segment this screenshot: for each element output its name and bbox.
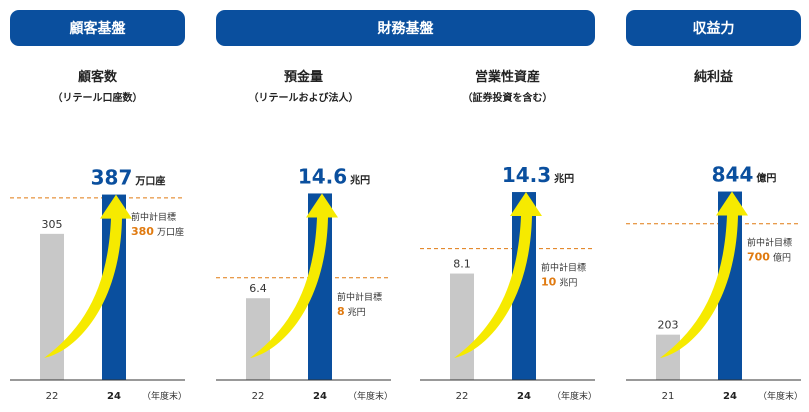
unit-label: 億円 xyxy=(756,172,776,185)
growth-arrow xyxy=(660,191,748,358)
target-value: 8 兆円 xyxy=(337,305,366,318)
chart-title: 営業性資産 xyxy=(474,70,540,85)
panel-net-income: 純利益 203 844 億円前中計目標 700 億円 21 24 （年度末） xyxy=(626,0,803,408)
value-label: 305 xyxy=(42,218,63,231)
target-label: 前中計目標 xyxy=(541,262,586,274)
year-end-label: （年度末） xyxy=(758,390,801,402)
target-value: 700 億円 xyxy=(747,251,791,264)
target-label: 前中計目標 xyxy=(747,237,792,249)
value-label: 6.4 xyxy=(249,282,267,295)
chart-title: 預金量 xyxy=(283,70,323,85)
chart-subtitle: （証券投資を含む） xyxy=(462,93,553,104)
chart-subtitle: （リテールおよび法人） xyxy=(248,93,359,104)
chart-title: 純利益 xyxy=(693,70,733,85)
value-label: 14.3 兆円 xyxy=(502,163,574,187)
year-end-label: （年度末） xyxy=(552,390,595,402)
year-end-label: （年度末） xyxy=(142,390,185,402)
bar-21 xyxy=(656,334,680,380)
tick-label: 24 xyxy=(723,391,737,402)
year-end-label: （年度末） xyxy=(348,390,391,402)
chart-title: 顧客数 xyxy=(77,70,117,85)
growth-arrow xyxy=(454,192,542,358)
panel-operating-assets: 営業性資産 （証券投資を含む） 8.1 14.3 兆円前中計目標 10 兆円 22 24 （年… xyxy=(420,0,597,408)
panel-deposits: 預金量 （リテールおよび法人） 6.4 14.6 兆円前中計目標 8 兆円 22 24 （年度… xyxy=(216,0,393,408)
target-value: 10 兆円 xyxy=(541,276,577,289)
target-unit: 億円 xyxy=(773,252,791,264)
unit-label: 兆円 xyxy=(554,172,574,185)
value-label: 387 万口座 xyxy=(91,166,166,190)
target-unit: 兆円 xyxy=(559,278,577,289)
tick-label: 21 xyxy=(662,391,675,402)
target-label: 前中計目標 xyxy=(337,291,382,303)
chart-subtitle: （リテール口座数） xyxy=(52,93,143,104)
value-label: 8.1 xyxy=(453,258,471,271)
bar-22 xyxy=(246,298,270,380)
target-label: 前中計目標 xyxy=(131,211,176,223)
panel-customers: 顧客数 （リテール口座数） 305 387 万口座前中計目標 380 万口座 22 24 （年… xyxy=(10,0,187,408)
header-earning-power: 収益力 xyxy=(626,10,801,46)
bar-22 xyxy=(450,273,474,380)
value-label: 844 億円 xyxy=(712,163,777,187)
unit-label: 兆円 xyxy=(350,173,370,186)
unit-label: 万口座 xyxy=(134,175,165,188)
tick-label: 22 xyxy=(252,391,265,402)
tick-label: 24 xyxy=(517,391,531,402)
bar-22 xyxy=(40,233,64,380)
tick-label: 24 xyxy=(107,391,121,402)
value-label: 14.6 兆円 xyxy=(298,164,370,188)
target-unit: 兆円 xyxy=(348,307,366,318)
target-value: 380 万口座 xyxy=(131,225,184,238)
header-financial-base: 財務基盤 xyxy=(216,10,595,46)
target-unit: 万口座 xyxy=(157,226,184,238)
value-label: 203 xyxy=(658,319,679,332)
tick-label: 22 xyxy=(46,391,59,402)
header-customer-base: 顧客基盤 xyxy=(10,10,185,46)
tick-label: 24 xyxy=(313,391,327,402)
growth-arrow xyxy=(250,193,338,358)
tick-label: 22 xyxy=(456,391,469,402)
growth-arrow xyxy=(44,194,132,358)
